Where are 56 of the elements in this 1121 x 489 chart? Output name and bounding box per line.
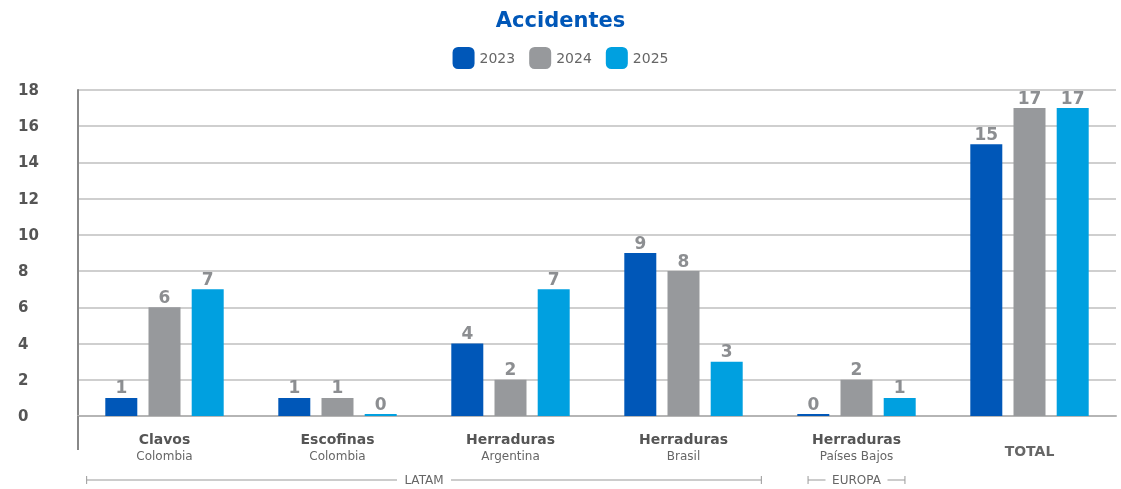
bar — [624, 253, 657, 416]
legend-label: 2023 — [479, 50, 516, 66]
bar — [1056, 108, 1089, 416]
data-label: 1 — [288, 377, 301, 398]
y-tick-label: 2 — [18, 370, 29, 389]
data-label: 8 — [677, 250, 690, 271]
data-label: 17 — [1017, 87, 1042, 108]
bar — [321, 397, 354, 416]
bar — [494, 379, 527, 416]
data-label: 4 — [461, 323, 474, 344]
y-tick-label: 4 — [18, 334, 29, 353]
data-label: 7 — [547, 268, 560, 289]
legend-label: 2024 — [556, 50, 592, 66]
bar — [883, 397, 916, 416]
x-tick-label: Clavos Colombia — [136, 431, 193, 463]
text: LATAM — [404, 473, 444, 487]
text: EUROPA — [832, 473, 882, 487]
y-tick-label: 10 — [18, 225, 39, 244]
data-label: 0 — [374, 393, 387, 414]
bar — [451, 343, 484, 416]
chart-title: Accidentes — [495, 7, 626, 32]
data-label: 7 — [201, 268, 214, 289]
x-tick-label: Escofinas Colombia — [300, 431, 375, 463]
data-label: 0 — [807, 393, 820, 414]
bar — [148, 307, 181, 416]
y-tick-label: 8 — [18, 262, 29, 281]
data-label: 1 — [331, 377, 344, 398]
bar — [191, 289, 224, 416]
data-label: 17 — [1060, 87, 1085, 108]
x-tick-label: Herraduras Argentina — [465, 431, 556, 463]
bar — [667, 271, 700, 416]
x-tick-label: Herraduras Brasil — [638, 431, 729, 463]
data-label: 3 — [720, 341, 733, 362]
x-tick-label: TOTAL — [1004, 443, 1055, 459]
data-label: 2 — [504, 359, 517, 380]
bar — [710, 361, 743, 416]
data-label: 1 — [893, 377, 906, 398]
data-label: 15 — [974, 123, 999, 144]
data-label: 2 — [850, 359, 863, 380]
data-label: 6 — [158, 286, 171, 307]
bar — [1013, 108, 1046, 416]
y-tick-label: 16 — [18, 117, 39, 136]
bar — [537, 289, 570, 416]
data-label: 9 — [634, 232, 647, 253]
legend-label: 2025 — [632, 50, 669, 66]
y-tick-label: 12 — [18, 189, 39, 208]
y-tick-label: 0 — [18, 407, 29, 425]
bar — [840, 379, 873, 416]
y-tick-label: 14 — [18, 153, 39, 172]
y-tick-label: 18 — [18, 81, 39, 99]
x-tick-label: Herraduras Países Bajos — [811, 431, 902, 463]
data-label: 1 — [115, 377, 128, 398]
y-tick-label: 6 — [18, 298, 29, 317]
bar — [278, 397, 311, 416]
bar — [970, 144, 1003, 416]
bar — [105, 397, 138, 416]
